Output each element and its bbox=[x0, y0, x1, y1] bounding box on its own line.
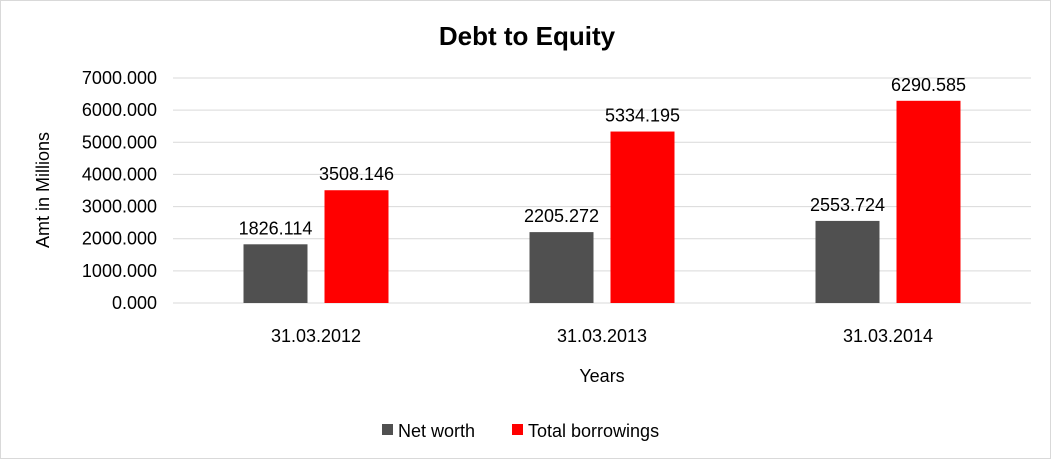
data-labels: 1826.114 3508.146 2205.272 5334.195 2553.724… bbox=[239, 75, 966, 239]
bar-total-borrowings bbox=[610, 131, 675, 303]
x-tick-label: 31.03.2013 bbox=[557, 326, 647, 346]
y-tick-label: 2000.000 bbox=[82, 229, 157, 249]
legend-swatch bbox=[382, 424, 393, 435]
y-tick-label: 4000.000 bbox=[82, 164, 157, 184]
bar-total-borrowings bbox=[896, 100, 961, 303]
data-label: 1826.114 bbox=[239, 218, 313, 238]
chart-title: Debt to Equity bbox=[439, 21, 616, 51]
legend: Net worth Total borrowings bbox=[382, 421, 659, 441]
bar-net-worth bbox=[529, 232, 594, 303]
bars bbox=[243, 100, 961, 303]
gridlines bbox=[173, 77, 1031, 304]
data-label: 5334.195 bbox=[605, 106, 680, 126]
y-tick-label: 6000.000 bbox=[82, 100, 157, 120]
legend-swatch bbox=[512, 424, 523, 435]
bar-net-worth bbox=[815, 220, 880, 303]
bar-net-worth bbox=[243, 244, 308, 303]
y-tick-label: 7000.000 bbox=[82, 68, 157, 88]
y-axis-ticks: 0.000 1000.000 2000.000 3000.000 4000.000 500… bbox=[82, 68, 157, 313]
y-axis-title: Amt in Millions bbox=[33, 132, 53, 248]
y-tick-label: 5000.000 bbox=[82, 132, 157, 152]
x-axis-title: Years bbox=[579, 366, 624, 386]
bar-total-borrowings bbox=[324, 190, 389, 303]
data-label: 2205.272 bbox=[524, 206, 599, 226]
data-label: 2553.724 bbox=[810, 195, 885, 215]
y-tick-label: 1000.000 bbox=[82, 261, 157, 281]
data-label: 3508.146 bbox=[319, 164, 394, 184]
y-tick-label: 3000.000 bbox=[82, 197, 157, 217]
y-tick-label: 0.000 bbox=[112, 293, 157, 313]
legend-label: Total borrowings bbox=[528, 421, 659, 441]
legend-label: Net worth bbox=[398, 421, 475, 441]
x-tick-label: 31.03.2012 bbox=[271, 326, 361, 346]
x-tick-label: 31.03.2014 bbox=[843, 326, 933, 346]
data-label: 6290.585 bbox=[891, 75, 966, 95]
x-axis-ticks: 31.03.2012 31.03.2013 31.03.2014 bbox=[271, 326, 933, 346]
